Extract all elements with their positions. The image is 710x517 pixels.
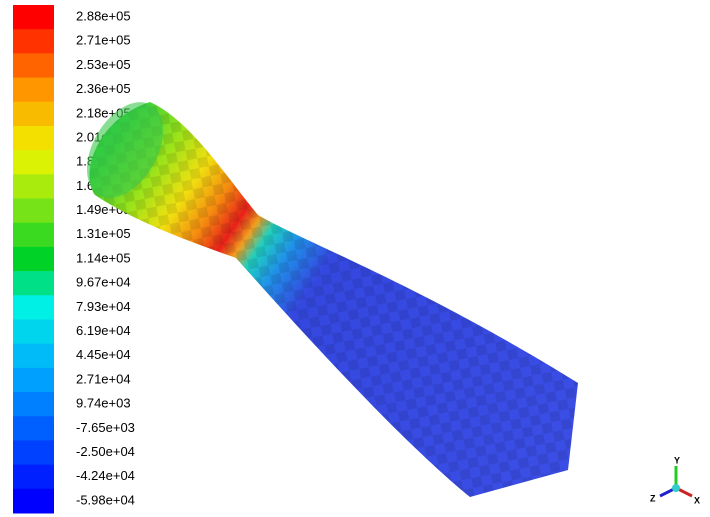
colorbar: 2.88e+052.71e+052.53e+052.36e+052.18e+05… (13, 5, 135, 514)
colorbar-swatch (13, 78, 54, 103)
colorbar-label: -7.65e+03 (76, 420, 135, 435)
colorbar-swatch (13, 344, 54, 369)
colorbar-label: 4.45e+04 (76, 347, 131, 362)
colorbar-swatch (13, 199, 54, 224)
colorbar-label: 1.31e+05 (76, 226, 131, 241)
colorbar-label: -5.98e+04 (76, 492, 135, 507)
colorbar-label: 9.67e+04 (76, 275, 131, 290)
colorbar-swatch (13, 150, 54, 175)
y-label: Y (674, 455, 680, 465)
colorbar-swatch (13, 489, 54, 514)
colorbar-label: 2.88e+05 (76, 9, 131, 24)
colorbar-label: 2.53e+05 (76, 57, 131, 72)
colorbar-swatch (13, 465, 54, 490)
colorbar-swatch (13, 53, 54, 78)
colorbar-label: 1.14e+05 (76, 250, 131, 265)
mesh-texture (90, 102, 578, 497)
colorbar-swatch (13, 416, 54, 441)
colorbar-swatch (13, 29, 54, 54)
colorbar-swatch (13, 102, 54, 127)
colorbar-label: 9.74e+03 (76, 396, 131, 411)
colorbar-label: 2.36e+05 (76, 81, 131, 96)
colorbar-label: 7.93e+04 (76, 299, 131, 314)
colorbar-swatch (13, 392, 54, 417)
colorbar-swatch (13, 223, 54, 248)
axis-triad: Y Z X (650, 455, 700, 505)
colorbar-label: -4.24e+04 (76, 468, 135, 483)
colorbar-swatch (13, 319, 54, 344)
colorbar-swatch (13, 368, 54, 393)
colorbar-swatch (13, 174, 54, 199)
colorbar-swatch (13, 295, 54, 320)
colorbar-swatch (13, 271, 54, 296)
triad-origin (672, 484, 680, 492)
colorbar-swatch (13, 247, 54, 272)
viewport: 2.88e+052.71e+052.53e+052.36e+052.18e+05… (0, 0, 710, 517)
colorbar-swatch (13, 440, 54, 465)
nozzle (71, 89, 578, 497)
colorbar-label: 2.71e+05 (76, 33, 131, 48)
colorbar-swatch (13, 126, 54, 151)
z-label: Z (650, 493, 656, 503)
x-label: X (694, 495, 700, 505)
colorbar-label: -2.50e+04 (76, 444, 135, 459)
colorbar-label: 6.19e+04 (76, 323, 131, 338)
colorbar-swatch (13, 5, 54, 30)
colorbar-label: 2.71e+04 (76, 371, 131, 386)
